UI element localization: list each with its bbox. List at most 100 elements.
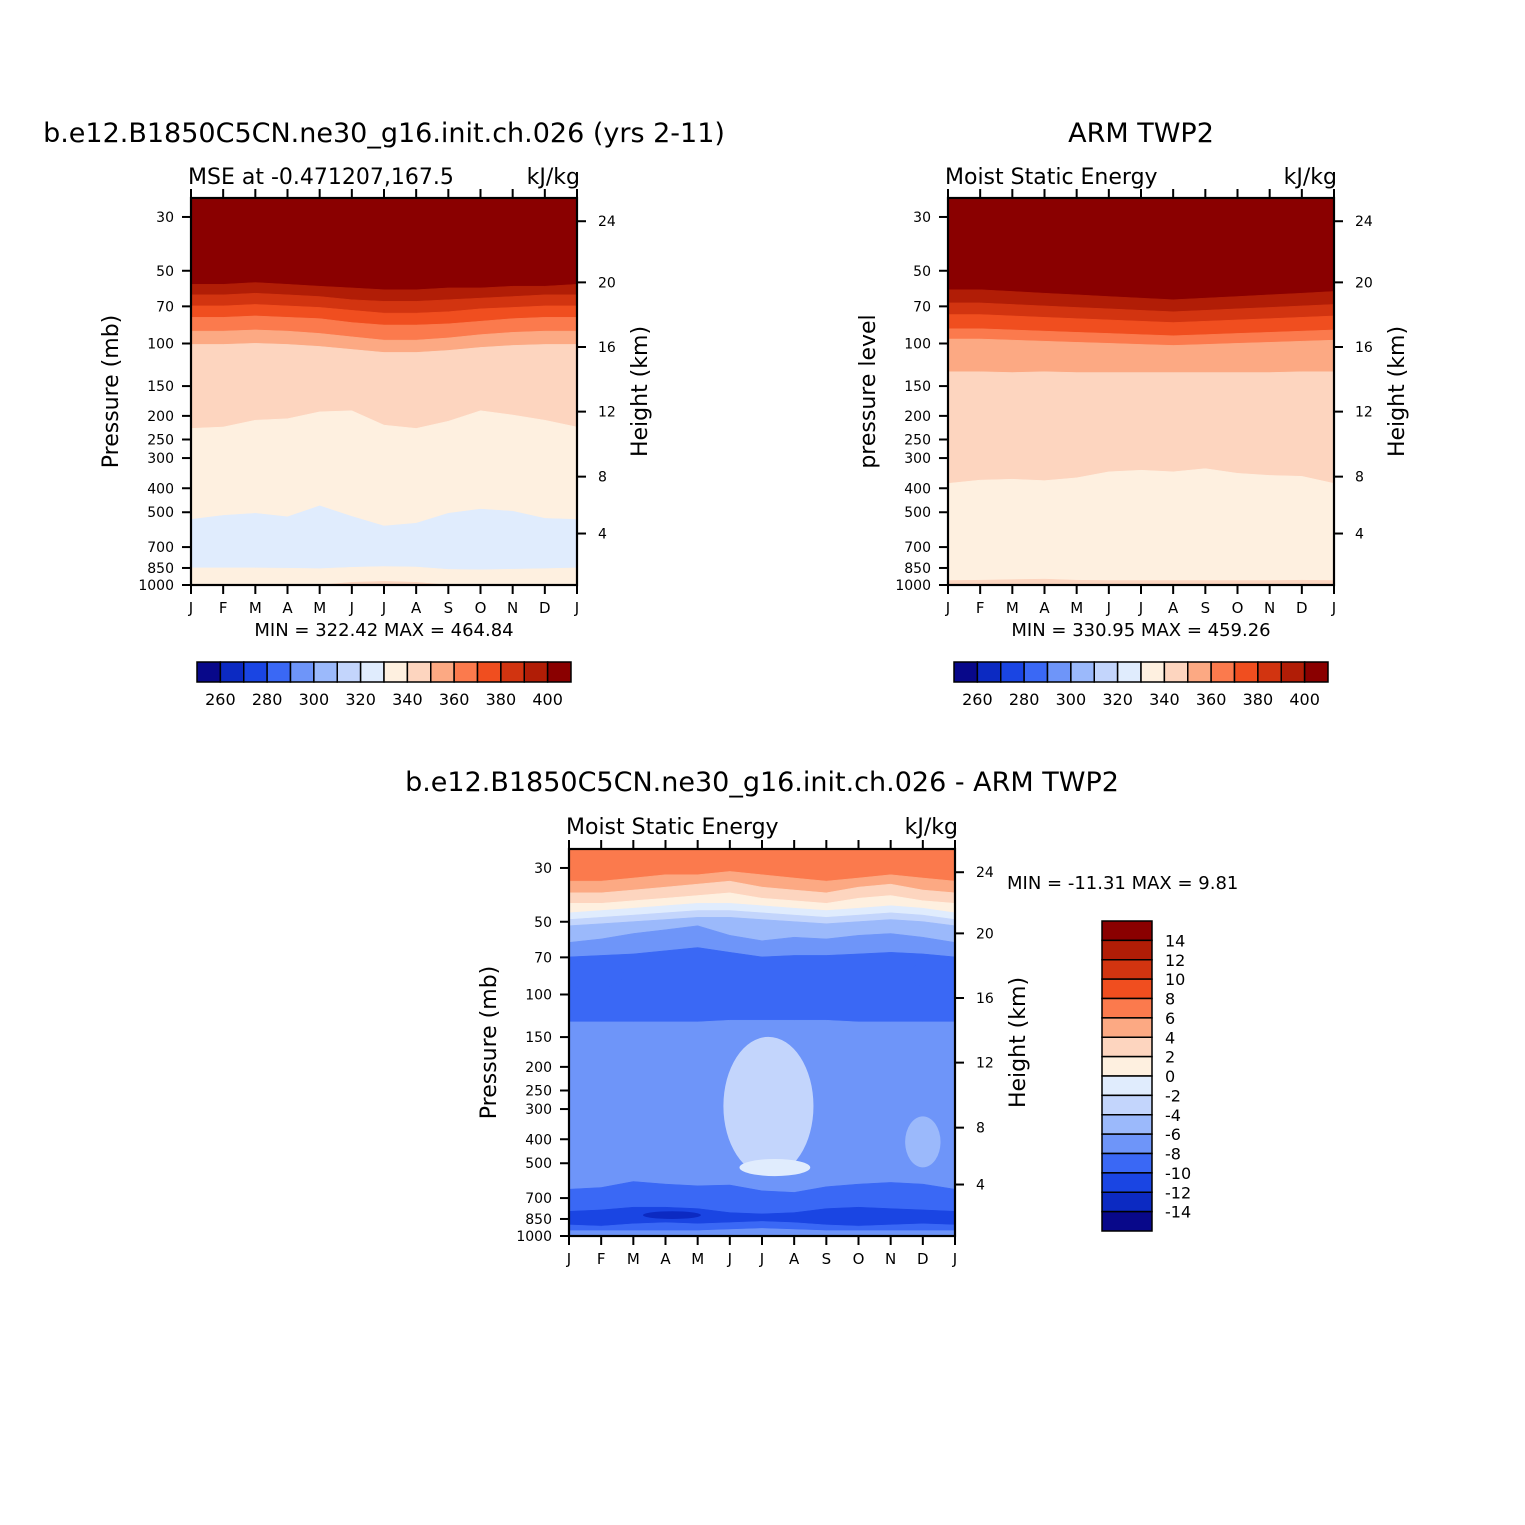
colorbar-swatch xyxy=(976,661,1002,683)
colorbar-swatch xyxy=(546,661,572,683)
colorbar-swatch xyxy=(1101,1172,1153,1193)
x-tick-label: N xyxy=(507,599,518,617)
colorbar-swatch xyxy=(1101,920,1153,942)
colorbar-label: 340 xyxy=(1149,690,1180,709)
x-tick-label: F xyxy=(976,599,985,617)
x-tick-label: A xyxy=(411,599,422,617)
y-right-tick-label: 24 xyxy=(976,865,994,881)
colorbar-label: -2 xyxy=(1165,1086,1181,1105)
colorbar-swatch xyxy=(1101,1114,1153,1135)
y-right-tick-label: 8 xyxy=(1355,470,1364,486)
colorbar-label: 380 xyxy=(1243,690,1274,709)
y-tick-label: 50 xyxy=(156,264,174,280)
chart-subtitle-left: MSE at -0.471207,167.5 xyxy=(188,165,454,190)
y-tick-label: 1000 xyxy=(516,1229,552,1245)
colorbar-swatch xyxy=(1046,661,1072,683)
x-tick-label: J xyxy=(1331,599,1336,617)
colorbar-label: 12 xyxy=(1165,951,1185,970)
chart-title: b.e12.B1850C5CN.ne30_g16.init.ch.026 - A… xyxy=(405,767,1119,798)
colorbar-label: -12 xyxy=(1165,1183,1191,1202)
y-tick-label: 400 xyxy=(904,481,931,497)
y-right-tick-label: 24 xyxy=(1355,214,1373,230)
colorbar-swatch xyxy=(453,661,479,683)
y-tick-label: 150 xyxy=(525,1030,552,1046)
y-right-tick-label: 4 xyxy=(1355,527,1364,543)
y-tick-label: 100 xyxy=(904,337,931,353)
y-tick-label: 70 xyxy=(156,299,174,315)
colorbar-swatch xyxy=(523,661,549,683)
y-tick-label: 300 xyxy=(904,451,931,467)
colorbar-label: 260 xyxy=(205,690,236,709)
colorbar-label: 260 xyxy=(962,690,993,709)
x-tick-label: N xyxy=(885,1250,896,1268)
colorbar-label: -10 xyxy=(1165,1164,1191,1183)
colorbar-swatch xyxy=(196,661,222,683)
x-tick-label: J xyxy=(759,1250,764,1268)
colorbar-label: 2 xyxy=(1165,1048,1175,1067)
colorbar-label: 280 xyxy=(252,690,283,709)
y-right-tick-label: 12 xyxy=(1355,405,1373,421)
x-tick-label: M xyxy=(1006,599,1019,617)
chart-title: ARM TWP2 xyxy=(1068,118,1214,149)
colorbar-label: 400 xyxy=(1289,690,1320,709)
x-tick-label: O xyxy=(475,599,487,617)
colorbar-swatch xyxy=(289,661,315,683)
x-tick-label: D xyxy=(917,1250,929,1268)
y-tick-label: 50 xyxy=(534,915,552,931)
y-axis-label: Pressure (mb) xyxy=(477,966,502,1120)
x-tick-label: J xyxy=(1106,599,1111,617)
colorbar-swatch xyxy=(1233,661,1259,683)
y-tick-label: 100 xyxy=(147,337,174,353)
colorbar-swatch xyxy=(1187,661,1212,683)
y-right-tick-label: 16 xyxy=(598,340,616,356)
colorbar-swatch xyxy=(336,661,362,683)
y-tick-label: 70 xyxy=(534,950,552,966)
colorbar-swatch xyxy=(1101,997,1153,1019)
y-tick-label: 1000 xyxy=(895,578,931,594)
x-tick-label: A xyxy=(1039,599,1050,617)
colorbar-swatch xyxy=(1116,661,1142,683)
x-tick-label: J xyxy=(1138,599,1143,617)
colorbar-swatch xyxy=(1101,1055,1153,1077)
colorbar-label: 320 xyxy=(1102,690,1133,709)
y-tick-label: 1000 xyxy=(138,578,174,594)
colorbar-label: -6 xyxy=(1165,1125,1181,1144)
chart-subtitle-right: kJ/kg xyxy=(1284,165,1337,190)
colorbar-swatch xyxy=(1210,661,1236,683)
y-right-tick-label: 16 xyxy=(1355,340,1373,356)
y-right-axis-label: Height (km) xyxy=(1385,326,1410,457)
colorbar-swatch xyxy=(383,661,409,683)
colorbar-swatch xyxy=(1101,1017,1153,1038)
y-right-tick-label: 20 xyxy=(598,275,616,291)
colorbar-swatch xyxy=(406,661,432,683)
x-tick-label: A xyxy=(660,1250,671,1268)
panel-model-mse: J F M A M J J A S O N D J 30 50 70 100 150 200 250 300 400 500… xyxy=(43,118,725,709)
y-tick-label: 700 xyxy=(904,540,931,556)
x-tick-label: A xyxy=(1168,599,1179,617)
panel-arm-twp2: J F M A M J J A S O N D J 30 50 70 100 150 200 250 300 400 500… xyxy=(856,118,1410,709)
colorbar-swatch xyxy=(1257,661,1282,683)
y-right-tick-label: 8 xyxy=(598,470,607,486)
contour-blob xyxy=(723,1036,814,1176)
y-tick-label: 500 xyxy=(147,505,174,521)
y-right-axis-label: Height (km) xyxy=(628,326,653,457)
y-tick-label: 30 xyxy=(156,210,174,226)
colorbar-swatch xyxy=(1101,1133,1153,1155)
x-tick-label: D xyxy=(1296,599,1308,617)
x-tick-label: M xyxy=(627,1250,640,1268)
chart-subtitle-left: Moist Static Energy xyxy=(566,815,779,840)
contour-band xyxy=(191,566,577,585)
colorbar-swatch xyxy=(1101,1210,1153,1232)
colorbar-label: 360 xyxy=(1196,690,1227,709)
colorbar-label: 0 xyxy=(1165,1067,1175,1086)
y-tick-label: 500 xyxy=(525,1156,552,1172)
colorbar-label: -14 xyxy=(1165,1203,1191,1222)
chart-subtitle-right: kJ/kg xyxy=(905,815,958,840)
y-right-axis-label: Height (km) xyxy=(1006,977,1031,1108)
y-tick-label: 250 xyxy=(525,1083,552,1099)
colorbar-swatch xyxy=(1140,661,1166,683)
y-tick-label: 500 xyxy=(904,505,931,521)
colorbar-label: 320 xyxy=(345,690,376,709)
chart-subtitle-right: kJ/kg xyxy=(527,165,580,190)
